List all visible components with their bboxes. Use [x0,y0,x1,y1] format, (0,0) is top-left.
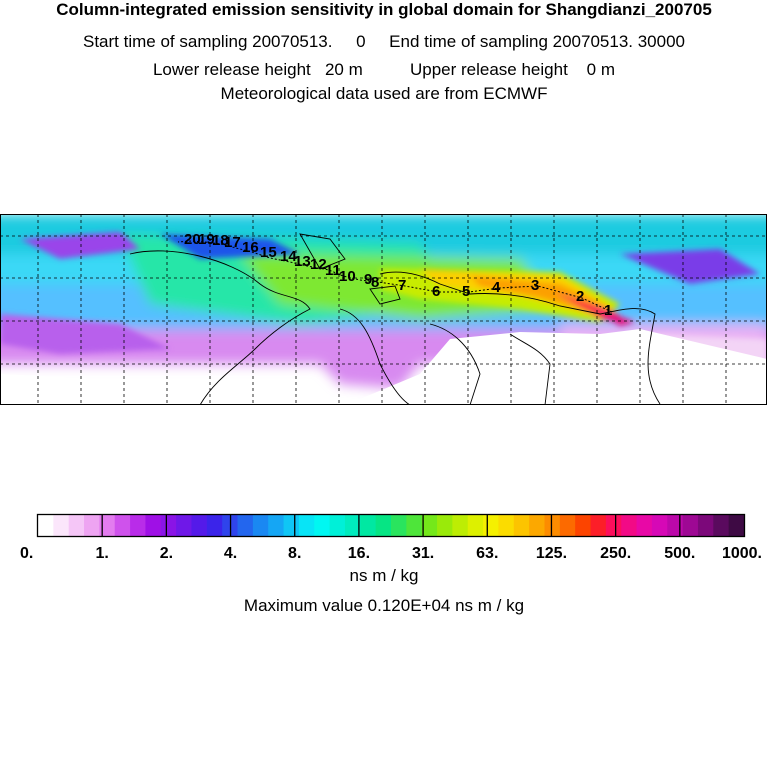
colorbar-swatch [84,515,100,536]
sampling-time-line: Start time of sampling 20070513. 0 End t… [83,32,685,51]
colorbar-tick-label: 8. [288,545,301,562]
colorbar-tick-label: 16. [348,545,370,562]
colorbar-swatch [329,515,346,536]
colorbar-unit-label: ns m / kg [349,566,419,585]
colorbar-swatch [605,515,622,536]
colorbar-swatch [160,515,177,536]
colorbar-swatch [176,515,193,536]
colorbar-tick-label: 500. [664,545,695,562]
colorbar-swatch [268,515,285,536]
colorbar-swatch [544,515,561,536]
trajectory-label: 6 [432,283,440,300]
colorbar-swatch [237,515,254,536]
met-data-line: Meteorological data used are from ECMWF [220,84,548,103]
colorbar-tick-label: 2. [160,545,173,562]
colorbar-swatch [99,515,116,536]
trajectory-label: 8 [371,274,379,291]
colorbar-swatch [728,515,745,536]
colorbar-swatch [651,515,668,536]
colorbar-swatch [697,515,714,536]
colorbar-swatch [713,515,730,536]
trajectory-label: 7 [398,277,406,294]
colorbar-swatch [559,515,576,536]
colorbar-tick-label: 1000. [722,545,762,562]
colorbar-swatch [68,515,85,536]
trajectory-label: 14 [280,248,297,265]
colorbar-swatch [467,515,484,536]
trajectory-label: 17 [224,234,241,251]
colorbar-swatch [667,515,684,536]
colorbar-tick-label: 4. [224,545,237,562]
trajectory-label: 2 [576,288,584,305]
colorbar-swatch [360,515,377,536]
trajectory-label: 15 [260,244,277,261]
colorbar-swatch [621,515,638,536]
maximum-value-text: Maximum value 0.120E+04 ns m / kg [243,596,525,615]
release-height-line: Lower release height 20 m Upper release … [152,60,616,79]
trajectory-label: 12 [310,256,327,273]
colorbar-swatch [391,515,407,536]
colorbar-swatch [682,515,699,536]
colorbar-swatch [437,515,453,536]
colorbar-swatch [590,515,607,536]
colorbar-swatch [406,515,423,536]
trajectory-label: 1 [604,302,612,319]
trajectory-label: 18 [212,232,229,249]
colorbar-swatch [145,515,162,536]
colorbar-swatch [498,515,515,536]
colorbar-swatch [421,515,438,536]
trajectory-label: 13 [294,253,311,270]
trajectory-label: 19 [198,231,215,248]
colorbar-swatch [344,515,361,536]
colorbar-tick-label: 31. [412,545,434,562]
colorbar-tick-label: 250. [600,545,631,562]
colorbar-swatch [529,515,546,536]
trajectory-label: 11 [325,262,341,279]
colorbar-tick-label: 1. [96,545,109,562]
colorbar-swatch [206,515,223,536]
colorbar-swatch [114,515,131,536]
trajectory-label: 3 [531,277,539,294]
colorbar-tick-label: 63. [476,545,498,562]
trajectory-label: 9 [364,271,372,288]
trajectory-label: 10 [339,268,356,285]
colorbar-swatch [191,515,208,536]
plot-title: Column-integrated emission sensitivity i… [56,0,712,19]
trajectory-label: 16 [242,239,259,256]
colorbar-swatch [38,515,54,536]
colorbar-swatch [283,515,300,536]
colorbar-tick-label: 125. [536,545,567,562]
trajectory-label: 4 [492,279,501,296]
colorbar-tick-label: 0. [20,545,33,562]
colorbar-swatch [636,515,653,536]
colorbar-swatch [252,515,269,536]
colorbar: 0. 1. 2. 4. 8. 16. 31. 63. 125. 250. 500. 1000. [20,513,762,562]
colorbar-swatch [452,515,469,536]
trajectory-label: 20 [184,231,201,248]
trajectory-label: 5 [462,283,470,300]
colorbar-swatch [298,515,315,536]
colorbar-swatch [483,515,500,536]
colorbar-swatch [130,515,147,536]
colorbar-swatch [375,515,392,536]
colorbar-swatch [513,515,530,536]
colorbar-swatch [53,515,70,536]
colorbar-swatch [314,515,331,536]
colorbar-swatch [575,515,592,536]
